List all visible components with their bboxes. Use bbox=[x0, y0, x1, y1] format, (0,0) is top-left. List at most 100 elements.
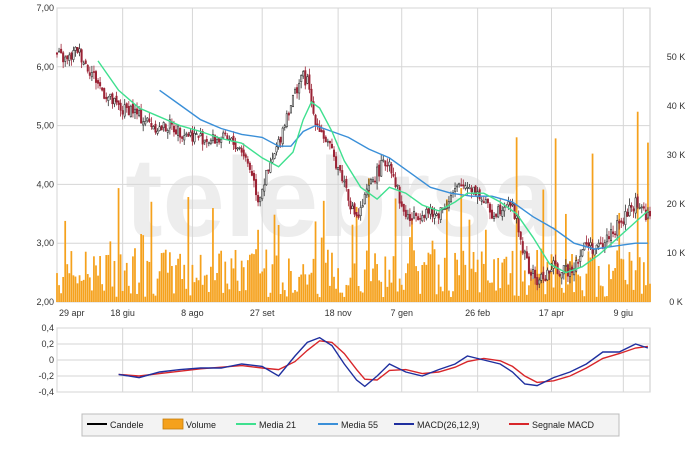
volume-bar bbox=[618, 212, 621, 302]
candle-body bbox=[199, 133, 202, 137]
candle-body bbox=[343, 180, 346, 183]
volume-bar bbox=[511, 250, 514, 302]
volume-bar bbox=[419, 293, 422, 302]
volume-bar bbox=[324, 262, 327, 302]
candle-body bbox=[490, 209, 494, 219]
volume-bar bbox=[357, 285, 360, 302]
candle-body bbox=[320, 129, 323, 133]
volume-bar bbox=[548, 271, 551, 302]
legend-box bbox=[81, 413, 620, 437]
volume-bar bbox=[335, 288, 337, 302]
volume-bar bbox=[341, 292, 344, 302]
volume-bar bbox=[476, 259, 479, 302]
volume-bar bbox=[226, 283, 229, 302]
volume-bar bbox=[298, 276, 300, 302]
candle-body bbox=[378, 164, 381, 177]
candle-body bbox=[392, 173, 395, 177]
candle-body bbox=[250, 170, 253, 176]
volume-bar bbox=[585, 273, 588, 302]
volume-bar bbox=[140, 233, 142, 302]
volume-bar bbox=[470, 268, 473, 302]
volume-bar bbox=[595, 296, 598, 302]
volume-bar bbox=[203, 275, 206, 302]
x-axis-tick: 18 giu bbox=[110, 308, 135, 318]
volume-bar bbox=[156, 278, 159, 302]
volume-bar bbox=[185, 288, 188, 302]
candle-body bbox=[166, 130, 169, 133]
volume-bar bbox=[166, 272, 169, 302]
x-axis-tick: 9 giu bbox=[614, 308, 634, 318]
candle-body bbox=[265, 169, 268, 186]
candle-body bbox=[203, 139, 206, 143]
price-y-tick: 4,00 bbox=[36, 179, 54, 189]
candle-body bbox=[624, 211, 627, 225]
macd-y-tick: -0,2 bbox=[38, 371, 54, 381]
volume-bar bbox=[240, 260, 243, 302]
volume-bar bbox=[164, 249, 167, 302]
candle-body bbox=[589, 242, 592, 246]
candle-body bbox=[140, 109, 143, 124]
price-y-tick: 7,00 bbox=[36, 3, 54, 13]
volume-bar bbox=[257, 229, 259, 302]
candle-body bbox=[529, 272, 533, 276]
volume-bar bbox=[296, 291, 298, 302]
candle-body bbox=[242, 149, 245, 157]
candle-body bbox=[640, 206, 643, 209]
candle-body bbox=[195, 133, 198, 135]
legend-label: Segnale MACD bbox=[532, 420, 595, 430]
volume-bar bbox=[88, 277, 91, 302]
candle-body bbox=[310, 88, 313, 104]
volume-bar bbox=[300, 274, 303, 302]
volume-bar bbox=[562, 292, 565, 302]
candle-body bbox=[474, 185, 477, 196]
macd-line bbox=[118, 336, 649, 388]
volume-bar bbox=[464, 264, 467, 302]
candle-body bbox=[113, 98, 116, 105]
volume-bar bbox=[603, 296, 606, 302]
volume-bar bbox=[119, 254, 122, 302]
volume-bar bbox=[331, 252, 333, 302]
volume-y-tick: 50 K bbox=[667, 52, 686, 62]
candle-body bbox=[413, 210, 416, 219]
candle-body bbox=[585, 241, 588, 245]
volume-y-tick: 0 K bbox=[669, 297, 683, 307]
candle-body bbox=[347, 189, 350, 201]
volume-bar bbox=[107, 254, 110, 302]
candle-body bbox=[486, 198, 489, 204]
volume-bar bbox=[441, 291, 444, 302]
x-axis-tick: 8 ago bbox=[181, 308, 204, 318]
candle-body bbox=[439, 207, 442, 220]
volume-bar bbox=[521, 281, 524, 302]
candle-body bbox=[144, 120, 147, 125]
candle-body bbox=[488, 203, 491, 213]
candle-body bbox=[443, 208, 446, 210]
volume-bar bbox=[150, 201, 153, 302]
volume-bar bbox=[616, 250, 619, 302]
volume-bar bbox=[501, 262, 504, 302]
candle-body bbox=[326, 140, 329, 143]
candle-body bbox=[575, 260, 578, 272]
volume-bar bbox=[212, 208, 214, 302]
candle-body bbox=[78, 48, 81, 53]
candle-body bbox=[261, 189, 264, 200]
candle-body bbox=[404, 209, 407, 217]
candle-body bbox=[394, 177, 397, 187]
candle-body bbox=[484, 199, 487, 204]
volume-bar bbox=[528, 285, 530, 302]
candle-body bbox=[148, 118, 151, 122]
candle-body bbox=[408, 214, 411, 221]
volume-bar bbox=[66, 264, 69, 302]
volume-bar bbox=[497, 257, 500, 302]
candle-body bbox=[275, 146, 278, 153]
candle-body bbox=[238, 147, 241, 149]
candle-body bbox=[335, 156, 338, 169]
candle-body bbox=[164, 124, 167, 132]
candle-body bbox=[616, 220, 619, 236]
candle-body bbox=[82, 62, 85, 65]
candle-body bbox=[550, 269, 553, 272]
legend-label: MACD(26,12,9) bbox=[417, 420, 480, 430]
volume-bar bbox=[201, 284, 204, 302]
volume-bar bbox=[283, 290, 286, 302]
candle-body bbox=[285, 113, 288, 127]
candle-body bbox=[642, 206, 645, 209]
